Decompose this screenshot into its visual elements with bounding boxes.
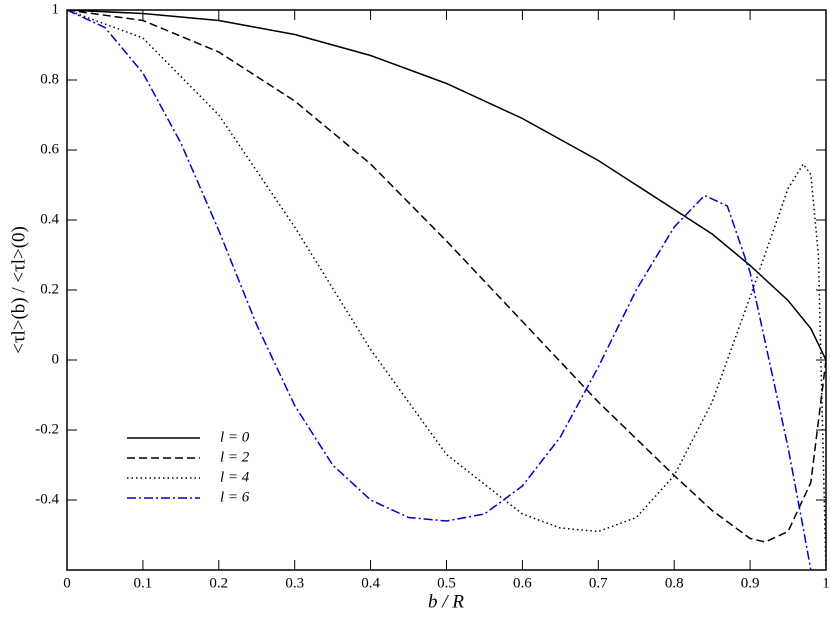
y-tick-label: 0.8 [40, 71, 59, 87]
y-tick-label: 0 [52, 351, 60, 367]
x-tick-label: 0.8 [665, 575, 684, 591]
x-tick-label: 0.9 [741, 575, 760, 591]
x-tick-label: 0 [63, 575, 71, 591]
x-tick-label: 0.7 [589, 575, 608, 591]
legend-label: l = 4 [220, 469, 250, 485]
plot-frame [66, 9, 827, 571]
x-axis-label: b / R [428, 591, 464, 612]
y-tick-label: -0.4 [35, 491, 59, 507]
x-tick-label: 0.4 [361, 575, 380, 591]
data-line [67, 10, 826, 543]
x-tick-label: 0.3 [285, 575, 304, 591]
x-tick-label: 0.6 [513, 575, 532, 591]
y-tick-label: -0.2 [35, 421, 59, 437]
data-line [67, 10, 812, 570]
y-axis-label: <τl>(b) / <τl>(0) [8, 226, 29, 354]
x-tick-label: 1 [822, 575, 830, 591]
y-tick-label: 1 [52, 1, 60, 17]
legend-label: l = 6 [220, 489, 250, 505]
y-tick-label: 0.6 [40, 141, 59, 157]
data-line [67, 10, 826, 361]
y-tick-label: 0.4 [40, 211, 59, 227]
x-tick-label: 0.5 [437, 575, 456, 591]
data-line [67, 10, 826, 570]
plot-lines [67, 10, 826, 570]
y-tick-label: 0.2 [40, 281, 59, 297]
x-tick-label: 0.2 [209, 575, 228, 591]
legend-label: l = 0 [220, 429, 250, 445]
legend-label: l = 2 [220, 449, 250, 465]
x-tick-label: 0.1 [134, 575, 153, 591]
